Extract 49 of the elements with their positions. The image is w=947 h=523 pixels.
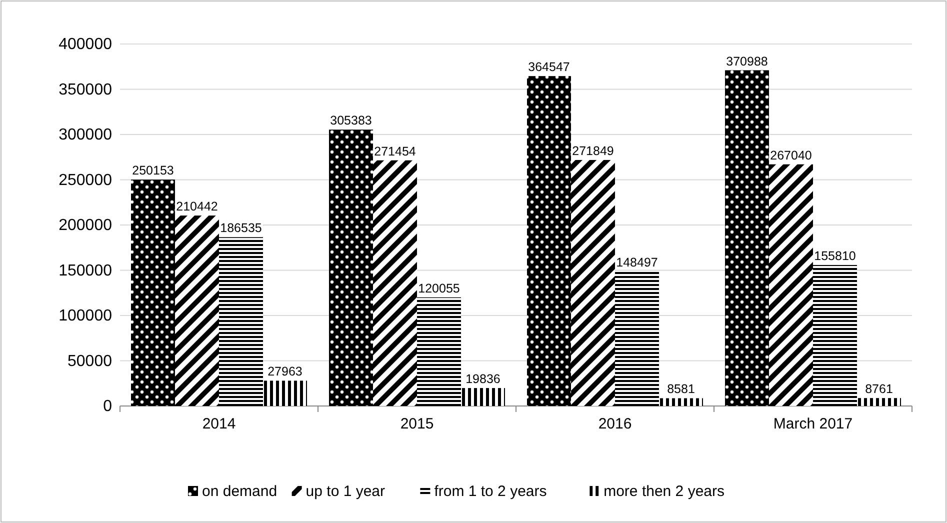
data-label: 210442 (176, 200, 218, 214)
bar (857, 398, 901, 406)
bar (373, 160, 417, 406)
bar (417, 297, 461, 406)
bar (725, 70, 769, 406)
bar (461, 388, 505, 406)
data-label: 8761 (865, 382, 893, 396)
y-tick-label: 0 (103, 398, 112, 416)
data-label: 148497 (616, 256, 658, 270)
data-label: 267040 (770, 148, 812, 162)
data-label: 271454 (374, 144, 416, 158)
y-tick-label: 250000 (58, 172, 112, 189)
x-tick-label: 2015 (400, 416, 434, 433)
y-tick-label: 150000 (58, 262, 112, 280)
data-label: 155810 (814, 248, 856, 263)
y-tick-label: 200000 (58, 217, 112, 234)
x-tick-label: 2016 (598, 416, 632, 433)
y-tick-label: 100000 (58, 308, 112, 325)
bar (615, 272, 659, 406)
bar (329, 130, 373, 406)
bar (571, 160, 615, 406)
bar (263, 380, 307, 406)
data-label: 305383 (330, 114, 372, 128)
bar (527, 76, 571, 406)
x-tick-label: 2014 (202, 416, 236, 433)
bar (175, 216, 219, 406)
data-label: 364547 (528, 60, 570, 74)
legend-label: more then 2 years (604, 483, 725, 500)
y-tick-label: 50000 (68, 352, 112, 370)
bar (659, 398, 703, 406)
bar (131, 180, 175, 406)
data-label: 120055 (418, 281, 460, 296)
legend-label: from 1 to 2 years (434, 483, 547, 500)
data-label: 186535 (220, 221, 262, 236)
y-tick-label: 300000 (58, 126, 112, 144)
data-label: 8581 (667, 382, 695, 396)
data-label: 370988 (726, 54, 768, 68)
data-label: 250153 (132, 164, 174, 178)
x-tick-label: March 2017 (773, 416, 853, 433)
bar (769, 164, 813, 406)
bar (219, 237, 263, 406)
data-label: 27963 (268, 364, 302, 379)
legend-label: on demand (202, 483, 278, 500)
data-label: 19836 (466, 372, 500, 386)
bar (813, 264, 857, 406)
legend-label: up to 1 year (306, 483, 386, 500)
y-tick-label: 400000 (58, 36, 112, 54)
y-tick-label: 350000 (58, 81, 112, 98)
data-label: 271849 (572, 144, 614, 158)
